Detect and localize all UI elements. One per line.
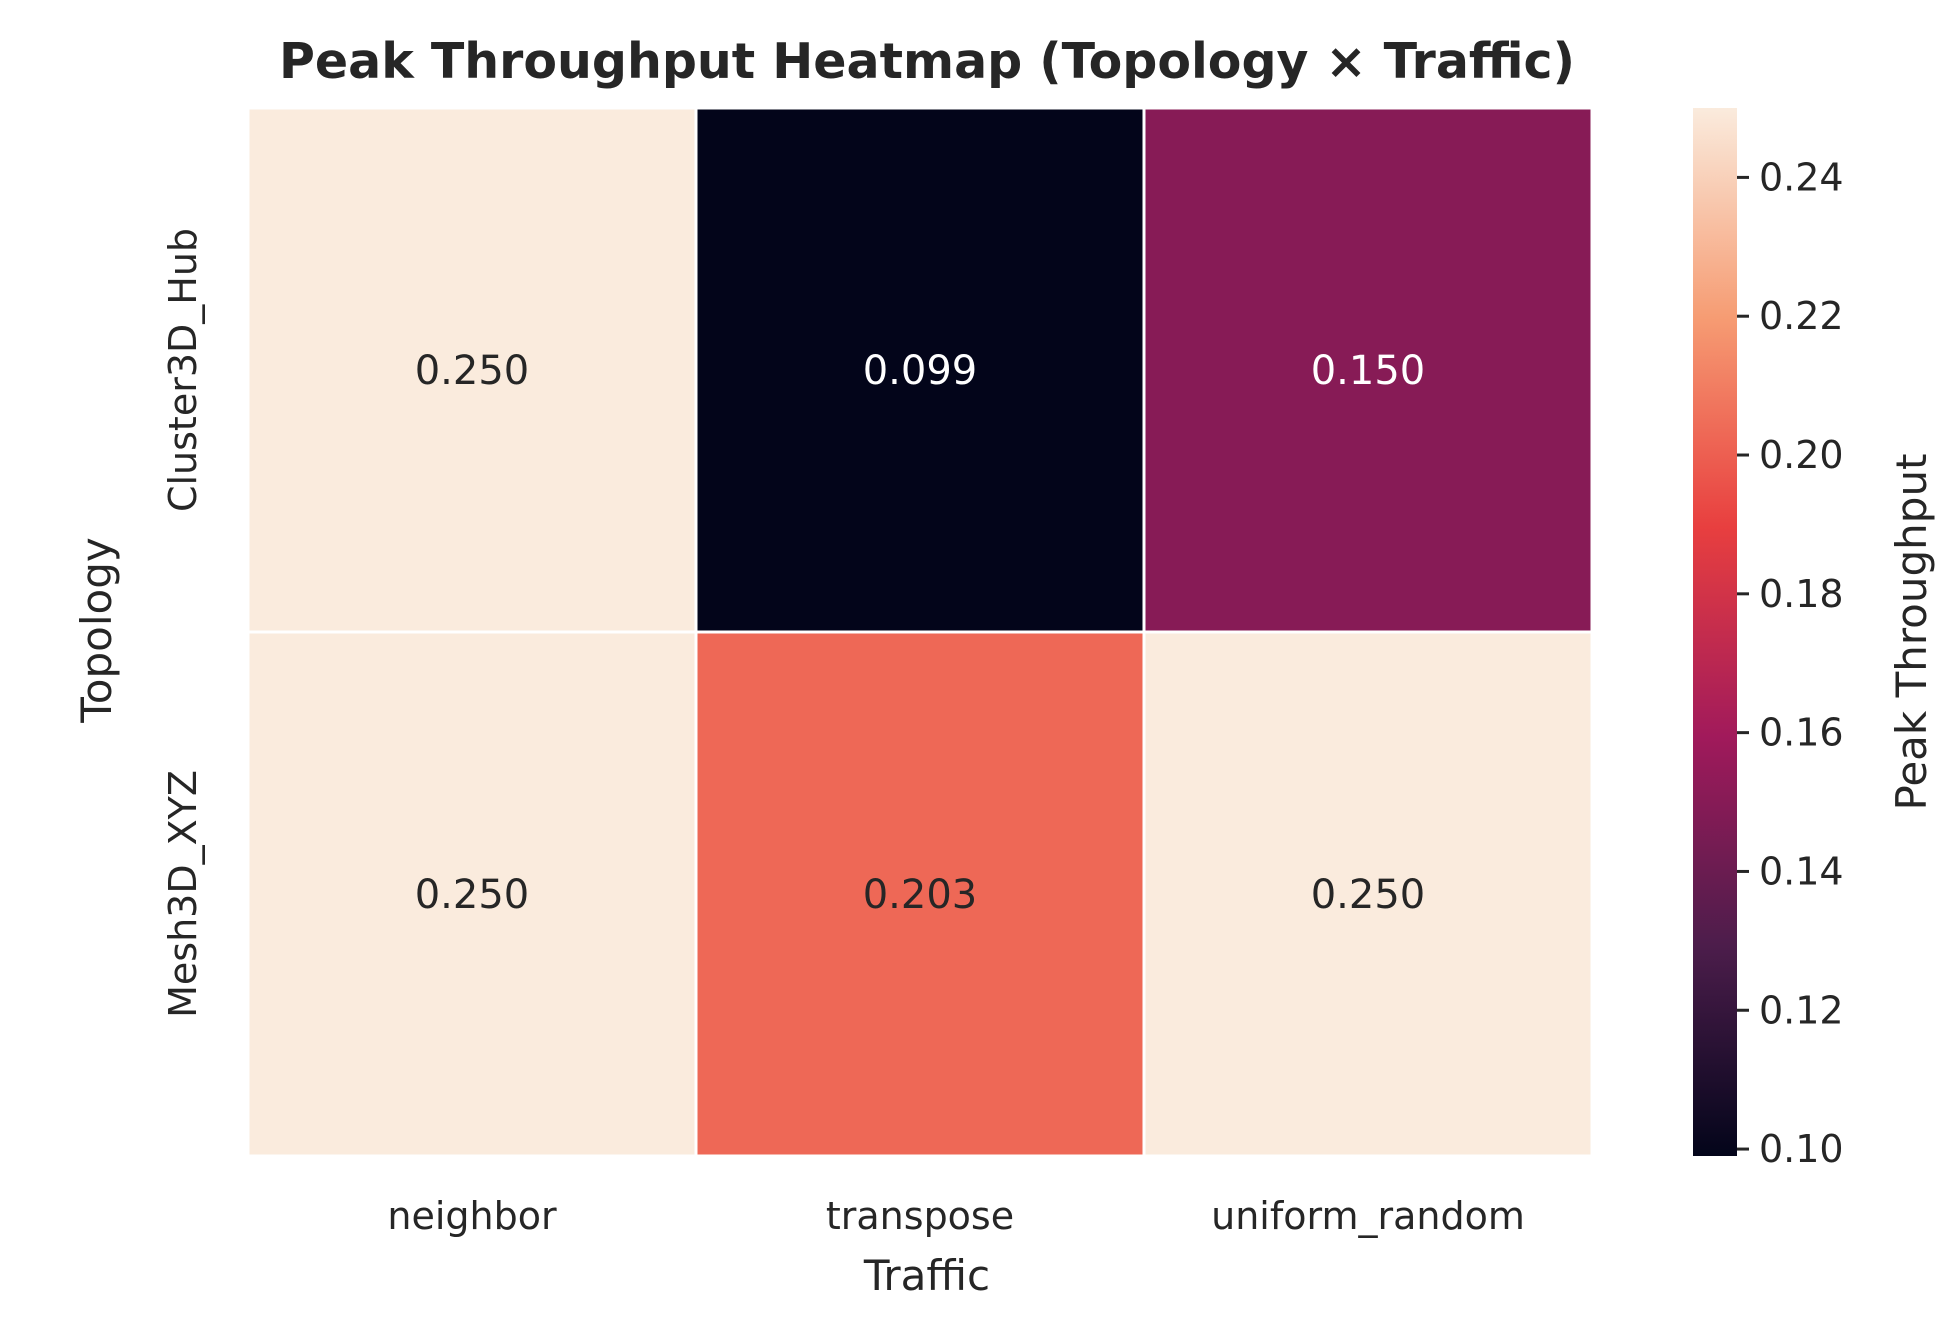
heatmap-cell [246, 630, 698, 1158]
colorbar-tick-label: 0.18 [1759, 572, 1844, 616]
y-axis-label: Topology [72, 537, 121, 723]
heatmap-cell [1142, 106, 1594, 634]
y-tick-label: Mesh3D_XYZ [161, 770, 205, 1018]
colorbar [1693, 108, 1737, 1156]
x-axis-ticks: neighbor transpose uniform_random [387, 1194, 1524, 1238]
colorbar-tick-label: 0.12 [1759, 988, 1844, 1032]
heatmap-cell [694, 630, 1146, 1158]
x-axis-label: Traffic [863, 1251, 990, 1300]
cell-value-label: 0.203 [863, 872, 978, 918]
colorbar-tick-label: 0.22 [1759, 294, 1844, 338]
cell-value-label: 0.250 [415, 872, 530, 918]
y-axis-ticks: Cluster3D_Hub Mesh3D_XYZ [161, 228, 205, 1018]
cell-value-label: 0.250 [1311, 872, 1426, 918]
colorbar-tick-label: 0.20 [1759, 433, 1844, 477]
colorbar-tick-label: 0.16 [1759, 711, 1844, 755]
x-tick-label: neighbor [387, 1194, 557, 1238]
heatmap-cell [1142, 630, 1594, 1158]
cell-value-label: 0.099 [863, 348, 978, 394]
y-tick-label: Cluster3D_Hub [161, 228, 205, 512]
colorbar-tick-label: 0.24 [1759, 155, 1844, 199]
x-tick-label: transpose [826, 1194, 1014, 1238]
heatmap-cell-labels: 0.250 0.099 0.150 0.250 0.203 0.250 [415, 348, 1426, 918]
chart-title: Peak Throughput Heatmap (Topology × Traf… [279, 33, 1575, 90]
colorbar-tick-label: 0.14 [1759, 849, 1844, 893]
x-tick-label: uniform_random [1211, 1194, 1525, 1238]
heatmap-cell [246, 106, 698, 634]
colorbar-label: Peak Throughput [1887, 453, 1936, 810]
heatmap-cells [246, 106, 1594, 1158]
heatmap-cell [694, 106, 1146, 634]
cell-value-label: 0.250 [415, 348, 530, 394]
colorbar-tick-label: 0.10 [1759, 1127, 1844, 1171]
cell-value-label: 0.150 [1311, 348, 1426, 394]
colorbar-ticks: 0.10 0.12 0.14 0.16 0.18 0.20 0.22 0.24 [1737, 155, 1844, 1171]
